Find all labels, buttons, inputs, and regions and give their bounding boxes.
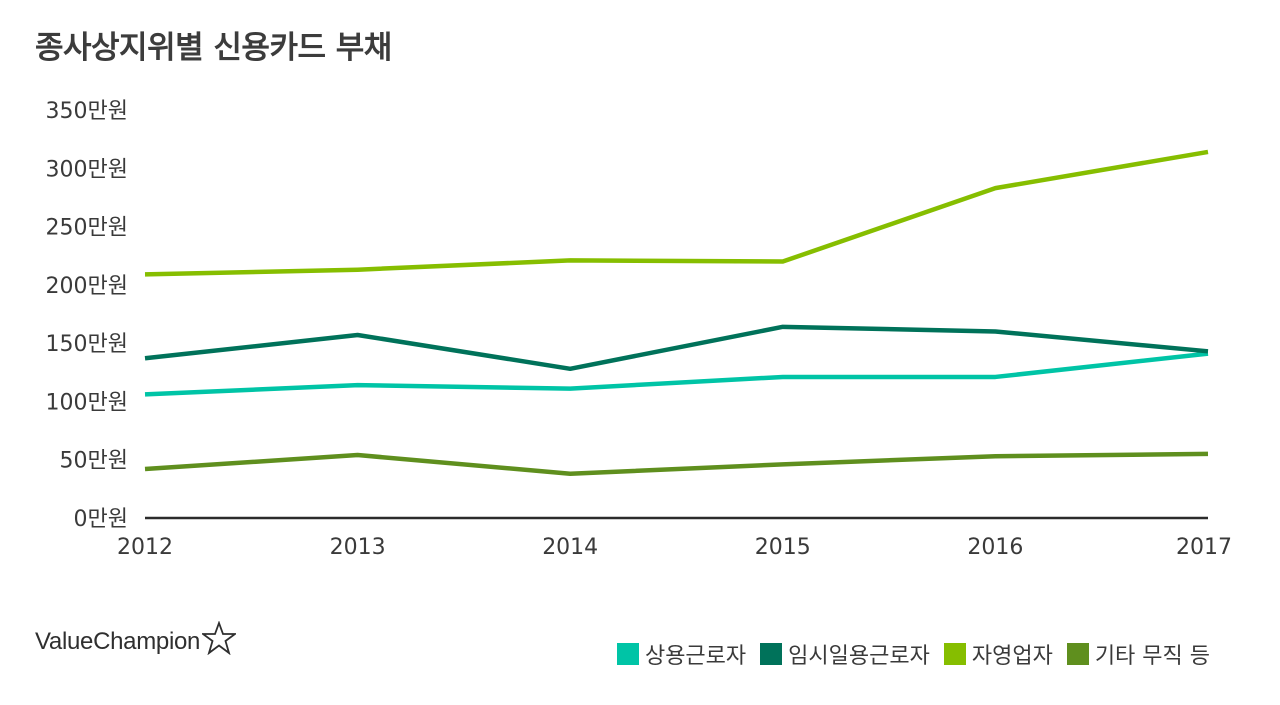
y-tick-label: 50만원: [60, 449, 128, 474]
legend-item: 상용근로자: [616, 638, 747, 670]
y-tick-label: 350만원: [46, 99, 128, 124]
series-line-2: [144, 324, 1209, 372]
chart-title: 종사상지위별 신용카드 부채: [35, 30, 392, 66]
legend: 상용근로자 임시일용근로자 자영업자 기타 무직 등: [603, 638, 1210, 670]
legend-swatch: [943, 643, 966, 665]
x-tick-label: 2016: [967, 535, 1023, 560]
legend-item: 기타 무직 등: [1066, 638, 1210, 670]
legend-swatch: [616, 643, 639, 665]
x-tick-label: 2014: [542, 535, 598, 560]
x-tick-label: 2012: [117, 535, 173, 560]
legend-label: 자영업자: [971, 644, 1053, 669]
y-tick-label: 200만원: [46, 274, 128, 299]
series-lines: [144, 149, 1209, 476]
brand-logo: ValueChampion: [35, 621, 237, 656]
y-tick-label: 0만원: [74, 507, 128, 532]
brand-name: ValueChampion: [35, 628, 201, 655]
series-line-4: [144, 451, 1209, 476]
legend-label: 임시일용근로자: [788, 644, 930, 669]
y-tick-label: 150만원: [46, 332, 128, 357]
star-outline-icon: [202, 621, 237, 655]
y-tick-label: 250만원: [46, 216, 128, 241]
legend-swatch: [760, 643, 783, 665]
x-axis: 2012 2013 2014 2015 2016 2017: [117, 516, 1232, 560]
x-tick-label: 2013: [330, 535, 386, 560]
x-tick-label: 2015: [755, 535, 811, 560]
legend-swatch: [1066, 643, 1089, 665]
y-tick-label: 100만원: [46, 390, 128, 415]
legend-label: 상용근로자: [644, 644, 747, 669]
series-line-1: [144, 351, 1209, 397]
legend-item: 임시일용근로자: [760, 638, 930, 670]
y-axis: 0만원 50만원 100만원 150만원 200만원 250만원 300만원 350만원: [46, 99, 128, 532]
legend-label: 기타 무직 등: [1094, 644, 1210, 669]
y-tick-label: 300만원: [46, 157, 128, 182]
series-line-3: [144, 149, 1209, 277]
legend-item: 자영업자: [943, 638, 1053, 670]
x-tick-label: 2017: [1176, 535, 1232, 560]
